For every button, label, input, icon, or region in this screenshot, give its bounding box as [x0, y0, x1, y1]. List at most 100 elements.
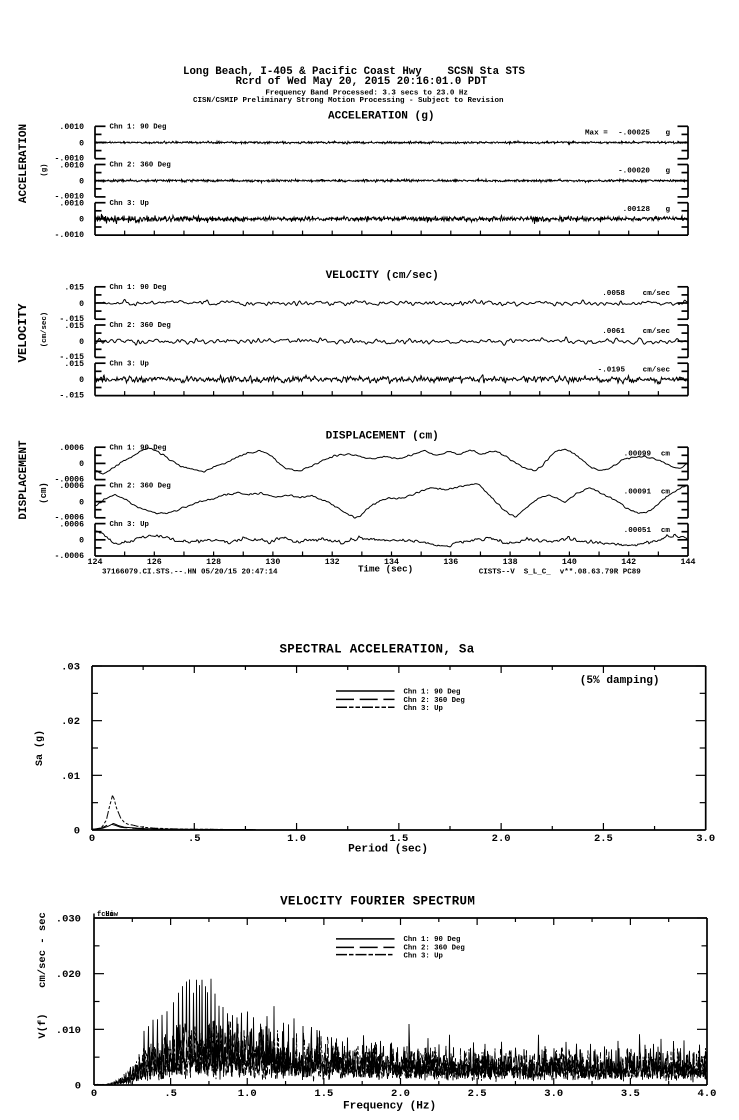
svg-text:.030: .030	[56, 914, 81, 926]
svg-text:.0006: .0006	[59, 482, 84, 491]
svg-text:Period (sec): Period (sec)	[348, 844, 428, 856]
svg-text:Chn 3: Up: Chn 3: Up	[110, 200, 150, 208]
svg-text:136: 136	[443, 558, 458, 567]
svg-text:.015: .015	[64, 284, 84, 293]
svg-text:cm/sec: cm/sec	[643, 328, 671, 336]
svg-text:134: 134	[384, 558, 399, 567]
svg-text:Chn 2: 360 Deg: Chn 2: 360 Deg	[110, 322, 171, 330]
svg-text:.00091: .00091	[624, 489, 652, 497]
svg-text:.0010: .0010	[59, 200, 84, 209]
svg-text:Hi: Hi	[105, 911, 113, 919]
svg-text:cm/sec - sec: cm/sec - sec	[37, 912, 49, 988]
svg-text:(cm/sec): (cm/sec)	[41, 312, 49, 347]
svg-text:(cm): (cm)	[39, 482, 49, 504]
svg-text:.5: .5	[164, 1088, 177, 1100]
svg-text:-.0010: -.0010	[55, 231, 85, 240]
svg-text:1.0: 1.0	[238, 1088, 257, 1100]
svg-text:-.00020: -.00020	[618, 168, 650, 176]
svg-text:142: 142	[621, 558, 636, 567]
svg-text:ACCELERATION (g): ACCELERATION (g)	[328, 110, 435, 122]
svg-text:1.5: 1.5	[389, 833, 408, 845]
svg-text:.02: .02	[61, 716, 80, 728]
svg-text:138: 138	[503, 558, 518, 567]
svg-text:.015: .015	[64, 322, 84, 331]
svg-text:-.0010: -.0010	[55, 193, 85, 202]
svg-text:Chn 3: Up: Chn 3: Up	[404, 705, 444, 713]
svg-text:SPECTRAL ACCELERATION, Sa: SPECTRAL ACCELERATION, Sa	[280, 643, 475, 657]
svg-text:DISPLACEMENT (cm): DISPLACEMENT (cm)	[326, 430, 439, 442]
svg-text:132: 132	[325, 558, 340, 567]
svg-text:.00051: .00051	[624, 527, 652, 535]
svg-text:0: 0	[79, 216, 84, 225]
svg-text:g: g	[665, 130, 670, 138]
svg-text:Chn 3: Up: Chn 3: Up	[110, 360, 150, 368]
svg-text:.01: .01	[61, 771, 80, 783]
svg-text:fcLow: fcLow	[97, 911, 119, 919]
svg-text:-.015: -.015	[59, 353, 84, 362]
svg-text:Chn 1: 90 Deg: Chn 1: 90 Deg	[110, 444, 167, 452]
svg-text:Chn 2: 360 Deg: Chn 2: 360 Deg	[404, 944, 465, 952]
svg-text:4.0: 4.0	[698, 1088, 717, 1100]
svg-text:-.015: -.015	[59, 315, 84, 324]
svg-text:.0006: .0006	[59, 520, 84, 529]
svg-text:0: 0	[74, 826, 80, 838]
svg-text:-.0195: -.0195	[598, 366, 626, 374]
svg-text:Chn 2: 360 Deg: Chn 2: 360 Deg	[110, 162, 171, 170]
svg-text:.0010: .0010	[59, 123, 84, 132]
svg-text:.020: .020	[56, 969, 81, 981]
svg-text:Time (sec): Time (sec)	[358, 563, 413, 574]
svg-text:cm: cm	[661, 489, 671, 497]
svg-text:0: 0	[79, 139, 84, 148]
svg-text:.010: .010	[56, 1025, 81, 1037]
svg-text:Long Beach, I-405 & Pacific Co: Long Beach, I-405 & Pacific Coast Hwy SC…	[183, 66, 525, 78]
svg-text:Frequency (Hz): Frequency (Hz)	[343, 1101, 436, 1113]
svg-text:Chn 3: Up: Chn 3: Up	[110, 521, 150, 529]
svg-text:Chn 1: 90 Deg: Chn 1: 90 Deg	[110, 124, 167, 132]
svg-text:-.0010: -.0010	[55, 155, 85, 164]
svg-text:cm: cm	[661, 450, 671, 458]
svg-text:0: 0	[79, 376, 84, 385]
svg-text:.0010: .0010	[59, 161, 84, 170]
svg-text:0: 0	[89, 833, 95, 845]
svg-text:VELOCITY FOURIER SPECTRUM: VELOCITY FOURIER SPECTRUM	[280, 895, 475, 909]
svg-text:-.00025: -.00025	[618, 130, 650, 138]
svg-text:.015: .015	[64, 360, 84, 369]
svg-text:3.0: 3.0	[696, 833, 715, 845]
svg-text:128: 128	[206, 558, 221, 567]
svg-text:2.5: 2.5	[468, 1088, 487, 1100]
svg-text:.0058: .0058	[602, 290, 625, 298]
svg-text:cm/sec: cm/sec	[643, 366, 671, 374]
svg-text:CISTS--V S_L_C_ v**.08.63.79: CISTS--V S_L_C_ v**.08.63.79R PC89	[479, 569, 642, 577]
svg-text:0: 0	[79, 498, 84, 507]
svg-text:140: 140	[562, 558, 577, 567]
svg-text:cm: cm	[661, 527, 671, 535]
svg-text:Max =: Max =	[585, 130, 608, 138]
svg-text:0: 0	[79, 300, 84, 309]
svg-text:.5: .5	[188, 833, 201, 845]
svg-text:3.5: 3.5	[621, 1088, 640, 1100]
svg-text:.0006: .0006	[59, 444, 84, 453]
svg-text:Chn 3: Up: Chn 3: Up	[404, 953, 444, 961]
svg-text:Chn 1: 90 Deg: Chn 1: 90 Deg	[404, 689, 461, 697]
svg-text:0: 0	[75, 1081, 81, 1093]
svg-text:0: 0	[79, 178, 84, 187]
svg-text:Chn 1: 90 Deg: Chn 1: 90 Deg	[404, 936, 461, 944]
svg-text:-.0006: -.0006	[55, 552, 85, 561]
svg-text:VELOCITY (cm/sec): VELOCITY (cm/sec)	[326, 270, 439, 282]
svg-text:.0061: .0061	[602, 328, 625, 336]
svg-text:DISPLACEMENT: DISPLACEMENT	[18, 440, 30, 520]
svg-text:0: 0	[79, 460, 84, 469]
svg-text:0: 0	[79, 338, 84, 347]
svg-text:-.015: -.015	[59, 391, 84, 400]
svg-text:37166079.CI.STS.--.HN 05/20/15: 37166079.CI.STS.--.HN 05/20/15 20:47:14	[102, 569, 278, 577]
svg-text:.00128: .00128	[623, 206, 651, 214]
svg-text:cm/sec: cm/sec	[643, 290, 671, 298]
svg-text:Chn 1: 90 Deg: Chn 1: 90 Deg	[110, 284, 167, 292]
svg-text:VELOCITY: VELOCITY	[16, 303, 30, 363]
svg-text:.00099: .00099	[624, 450, 652, 458]
svg-text:-.0006: -.0006	[55, 514, 85, 523]
svg-text:124: 124	[88, 558, 103, 567]
svg-text:CISN/CSMIP Preliminary Strong: CISN/CSMIP Preliminary Strong Motion Pro…	[193, 97, 504, 105]
svg-text:Chn 2: 360 Deg: Chn 2: 360 Deg	[110, 483, 171, 491]
svg-text:2.0: 2.0	[492, 833, 511, 845]
